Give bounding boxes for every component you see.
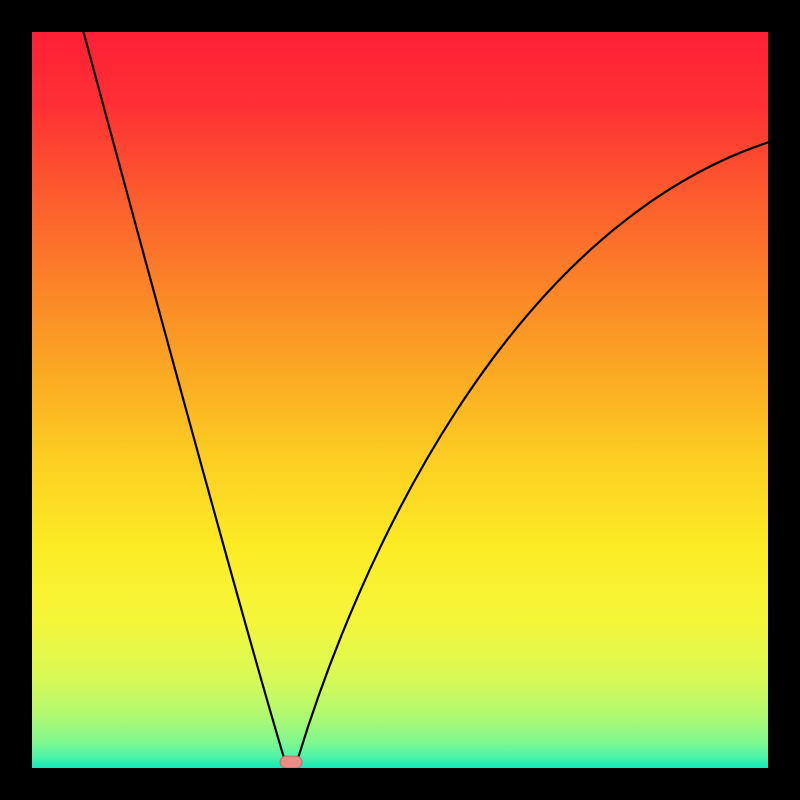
plot-background: [32, 32, 768, 768]
bottleneck-chart: [0, 0, 800, 800]
optimum-marker: [280, 756, 302, 768]
